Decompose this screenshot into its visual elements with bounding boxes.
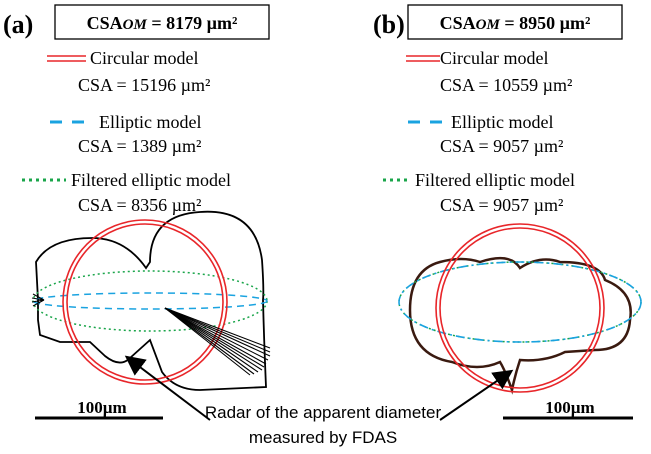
legend-entry-filtered-a: Filtered elliptic model CSA = 8356 µm² [22,170,231,215]
legend-label-filtered-b: Filtered elliptic model [415,170,575,190]
csa-om-label-a: CSAOM = 8179 µm² [87,13,238,33]
panel-b: (b) CSAOM = 8950 µm² Circular model CSA … [373,4,642,420]
csa-om-label-b: CSAOM = 8950 µm² [440,13,591,33]
annotation-line-2: measured by FDAS [249,428,397,447]
radar-fan-a [164,307,271,376]
legend-csa-filtered-a: CSA = 8356 µm² [78,195,201,215]
panel-a: (a) CSAOM = 8179 µm² Circular model CSA … [3,4,271,420]
elliptic-model-b [398,261,642,343]
radar-spikes-left-a [31,293,45,307]
legend-label-circular-b: Circular model [440,48,548,68]
csa-om-box-a [54,4,270,40]
cross-section-outline-a [35,210,267,391]
legend-label-elliptic-b: Elliptic model [451,112,553,132]
legend-csa-circular-b: CSA = 10559 µm² [440,75,572,95]
scale-bar-label-b: 100µm [545,398,594,417]
legend-label-filtered-a: Filtered elliptic model [71,170,231,190]
scale-bar-label-a: 100µm [77,398,126,417]
circular-model-b [435,223,605,393]
legend-label-elliptic-a: Elliptic model [99,112,201,132]
annotation-arrow-right [439,369,514,421]
legend-entry-filtered-b: Filtered elliptic model CSA = 9057 µm² [383,170,575,215]
annotation: Radar of the apparent diameter measured … [124,355,514,447]
legend-entry-elliptic-a: Elliptic model CSA = 1389 µm² [50,112,201,156]
legend-entry-circular-b: Circular model CSA = 10559 µm² [406,48,572,95]
legend-entry-circular-a: Circular model CSA = 15196 µm² [47,48,210,95]
annotation-line-1: Radar of the apparent diameter [205,403,442,422]
panel-letter-a: (a) [3,10,33,39]
legend-csa-elliptic-b: CSA = 9057 µm² [440,136,563,156]
cross-section-outline-b [408,256,632,395]
elliptic-model-a [32,292,268,310]
csa-om-box-b [407,4,623,40]
legend-label-circular-a: Circular model [90,48,198,68]
circular-model-inner-a [66,223,224,381]
legend-entry-elliptic-b: Elliptic model CSA = 9057 µm² [408,112,563,156]
circular-model-a [62,219,228,385]
panel-letter-b: (b) [373,10,405,39]
circular-model-inner-b [439,227,601,389]
legend-csa-circular-a: CSA = 15196 µm² [78,75,210,95]
legend-csa-filtered-b: CSA = 9057 µm² [440,195,563,215]
annotation-arrow-left [124,355,211,421]
legend-csa-elliptic-a: CSA = 1389 µm² [78,136,201,156]
filtered-elliptic-model-a [32,270,268,332]
